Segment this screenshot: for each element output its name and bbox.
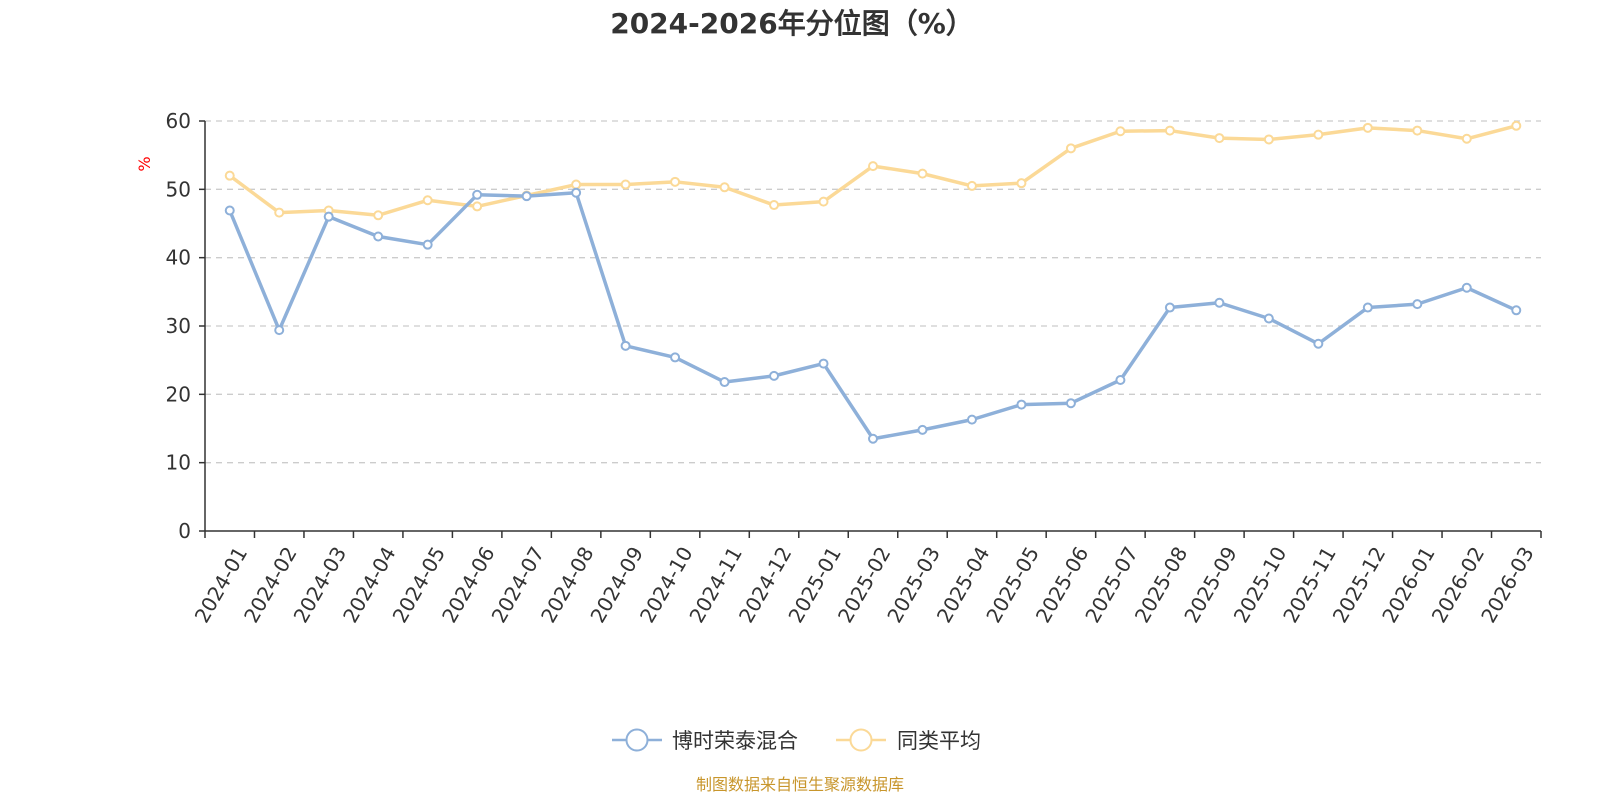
y-axis-ticks: 0 10 20 30 40 50 60 [166, 109, 205, 543]
data-point[interactable] [422, 239, 433, 250]
data-point[interactable] [917, 424, 928, 435]
data-point[interactable] [1412, 125, 1423, 136]
data-point[interactable] [966, 414, 977, 425]
data-point[interactable] [373, 210, 384, 221]
data-point[interactable] [224, 205, 235, 216]
data-point[interactable] [1065, 398, 1076, 409]
data-point[interactable] [1313, 129, 1324, 140]
source-note: 制图数据来自恒生聚源数据库 [696, 775, 904, 794]
data-point[interactable] [1263, 313, 1274, 324]
data-point[interactable] [966, 180, 977, 191]
legend-label: 同类平均 [897, 729, 981, 753]
legend-item[interactable]: 同类平均 [836, 728, 981, 753]
data-point[interactable] [274, 325, 285, 336]
data-point[interactable] [323, 211, 334, 222]
legend-item[interactable]: 博时荣泰混合 [612, 728, 798, 753]
data-point[interactable] [1115, 374, 1126, 385]
grid-lines [205, 120, 1541, 464]
data-point[interactable] [917, 168, 928, 179]
data-point[interactable] [571, 179, 582, 190]
legend-marker-icon [849, 728, 873, 752]
data-point[interactable] [620, 179, 631, 190]
data-point[interactable] [1461, 133, 1472, 144]
legend-label: 博时荣泰混合 [672, 729, 798, 753]
data-point[interactable] [1164, 125, 1175, 136]
series-lines [224, 120, 1522, 444]
y-tick-label: 50 [166, 177, 191, 201]
data-point[interactable] [1263, 134, 1274, 145]
data-point[interactable] [1511, 305, 1522, 316]
legend[interactable]: 博时荣泰混合 同类平均 [612, 728, 981, 753]
data-point[interactable] [274, 207, 285, 218]
data-point[interactable] [1461, 282, 1472, 293]
data-point[interactable] [422, 195, 433, 206]
data-point[interactable] [1214, 297, 1225, 308]
data-point[interactable] [719, 377, 730, 388]
data-point[interactable] [1016, 178, 1027, 189]
y-tick-label: 20 [166, 382, 191, 406]
y-tick-label: 30 [166, 314, 191, 338]
data-point[interactable] [769, 200, 780, 211]
data-point[interactable] [670, 176, 681, 187]
y-tick-label: 10 [166, 451, 191, 475]
x-axis-ticks: 2024-012024-022024-032024-042024-052024-… [190, 531, 1542, 627]
data-point[interactable] [1511, 120, 1522, 131]
series-line [228, 191, 1517, 441]
data-point[interactable] [1362, 122, 1373, 133]
y-axis-label: % [135, 156, 154, 171]
data-point[interactable] [868, 433, 878, 444]
data-point[interactable] [1412, 299, 1423, 310]
y-tick-label: 60 [166, 109, 191, 133]
data-point[interactable] [620, 340, 631, 351]
data-point[interactable] [1164, 302, 1175, 313]
data-point[interactable] [868, 161, 878, 172]
data-point[interactable] [719, 182, 730, 193]
data-point[interactable] [472, 189, 483, 200]
data-point[interactable] [818, 196, 829, 207]
data-point[interactable] [472, 201, 483, 212]
data-point[interactable] [670, 352, 681, 363]
y-tick-label: 0 [178, 519, 191, 543]
data-point[interactable] [1016, 399, 1027, 410]
data-point[interactable] [1362, 302, 1373, 313]
data-point[interactable] [1065, 143, 1076, 154]
data-point[interactable] [224, 170, 235, 181]
data-point[interactable] [521, 191, 532, 202]
data-point[interactable] [571, 187, 582, 198]
data-point[interactable] [373, 231, 384, 242]
data-point[interactable] [1115, 126, 1126, 137]
y-tick-label: 40 [166, 246, 191, 270]
data-point[interactable] [818, 358, 829, 369]
data-point[interactable] [1214, 133, 1225, 144]
legend-marker-icon [625, 728, 649, 752]
chart-title: 2024-2026年分位图（%） [610, 7, 974, 40]
data-point[interactable] [769, 370, 780, 381]
data-point[interactable] [1313, 338, 1324, 349]
